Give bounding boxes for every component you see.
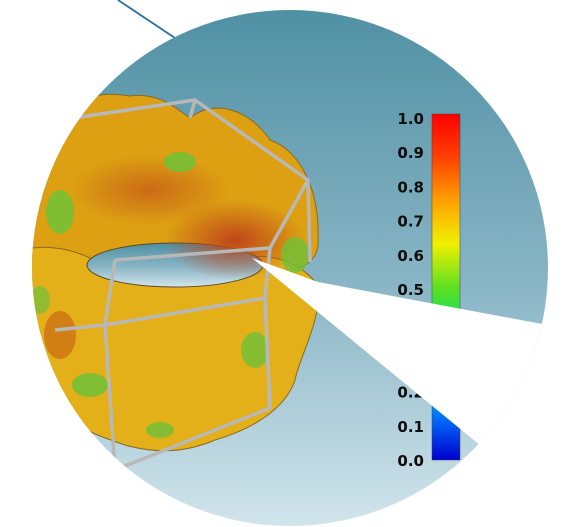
hexagonal-frame [54,98,312,472]
colorbar-tick-label: 0.8 [397,178,424,196]
green-patch [164,152,196,172]
green-patch [72,373,108,397]
isosurface [32,93,319,452]
colorbar-tick-label: 0.7 [397,213,424,231]
colorbar-tick-label: 0.0 [397,452,424,470]
hotspot [70,155,230,225]
colorbar-tick-label: 0.9 [397,144,424,162]
colorbar-tick-label: 0.1 [397,418,424,436]
orange-patch [44,311,76,359]
pointer-arrow [252,258,548,470]
green-patch [281,237,309,273]
green-patch [46,190,74,234]
colorbar-tick-label: 1.0 [397,110,424,128]
green-patch [146,422,174,438]
colorbar-tick-label: 0.6 [397,247,424,265]
green-patch [241,332,269,368]
colorbar-tick-label: 0.5 [397,281,424,299]
leader-line [117,0,179,41]
green-patch [32,286,50,314]
